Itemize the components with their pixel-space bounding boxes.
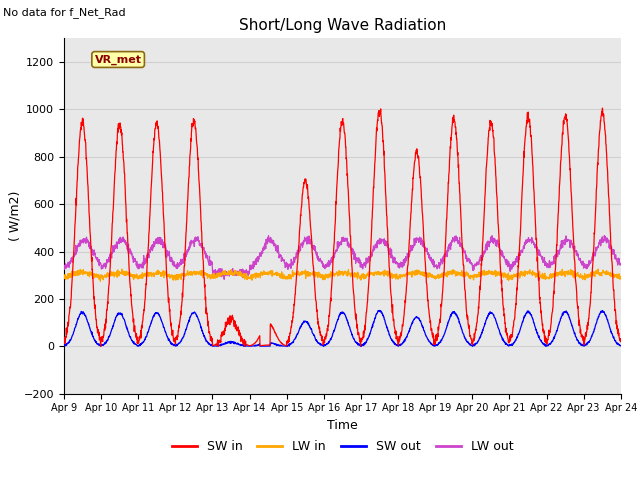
Legend: SW in, LW in, SW out, LW out: SW in, LW in, SW out, LW out bbox=[166, 435, 518, 458]
Title: Short/Long Wave Radiation: Short/Long Wave Radiation bbox=[239, 18, 446, 33]
Text: VR_met: VR_met bbox=[95, 54, 141, 65]
X-axis label: Time: Time bbox=[327, 419, 358, 432]
Text: No data for f_Net_Rad: No data for f_Net_Rad bbox=[3, 7, 126, 18]
Y-axis label: ( W/m2): ( W/m2) bbox=[8, 191, 21, 241]
